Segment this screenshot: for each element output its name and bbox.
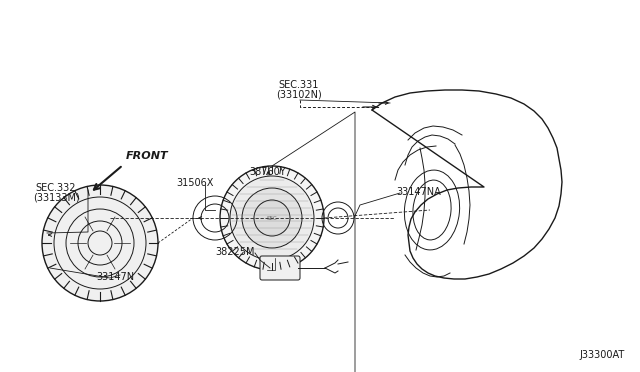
FancyBboxPatch shape — [260, 256, 300, 280]
Text: SEC: SEC — [267, 215, 277, 221]
Text: FRONT: FRONT — [126, 151, 168, 161]
Text: 38760Y: 38760Y — [250, 167, 286, 177]
Text: 33147NA: 33147NA — [396, 187, 441, 197]
Text: SEC.332: SEC.332 — [36, 183, 76, 193]
Text: 33147N: 33147N — [96, 272, 134, 282]
Circle shape — [42, 185, 158, 301]
Text: SEC.331: SEC.331 — [279, 80, 319, 90]
Text: 31506X: 31506X — [176, 178, 214, 188]
Text: 38225M: 38225M — [215, 247, 255, 257]
Circle shape — [220, 166, 324, 270]
Circle shape — [254, 200, 290, 236]
Circle shape — [230, 176, 314, 260]
Text: (33133M): (33133M) — [33, 192, 79, 202]
Text: J33300AT: J33300AT — [580, 350, 625, 360]
Circle shape — [242, 188, 302, 248]
Text: (33102N): (33102N) — [276, 89, 322, 99]
